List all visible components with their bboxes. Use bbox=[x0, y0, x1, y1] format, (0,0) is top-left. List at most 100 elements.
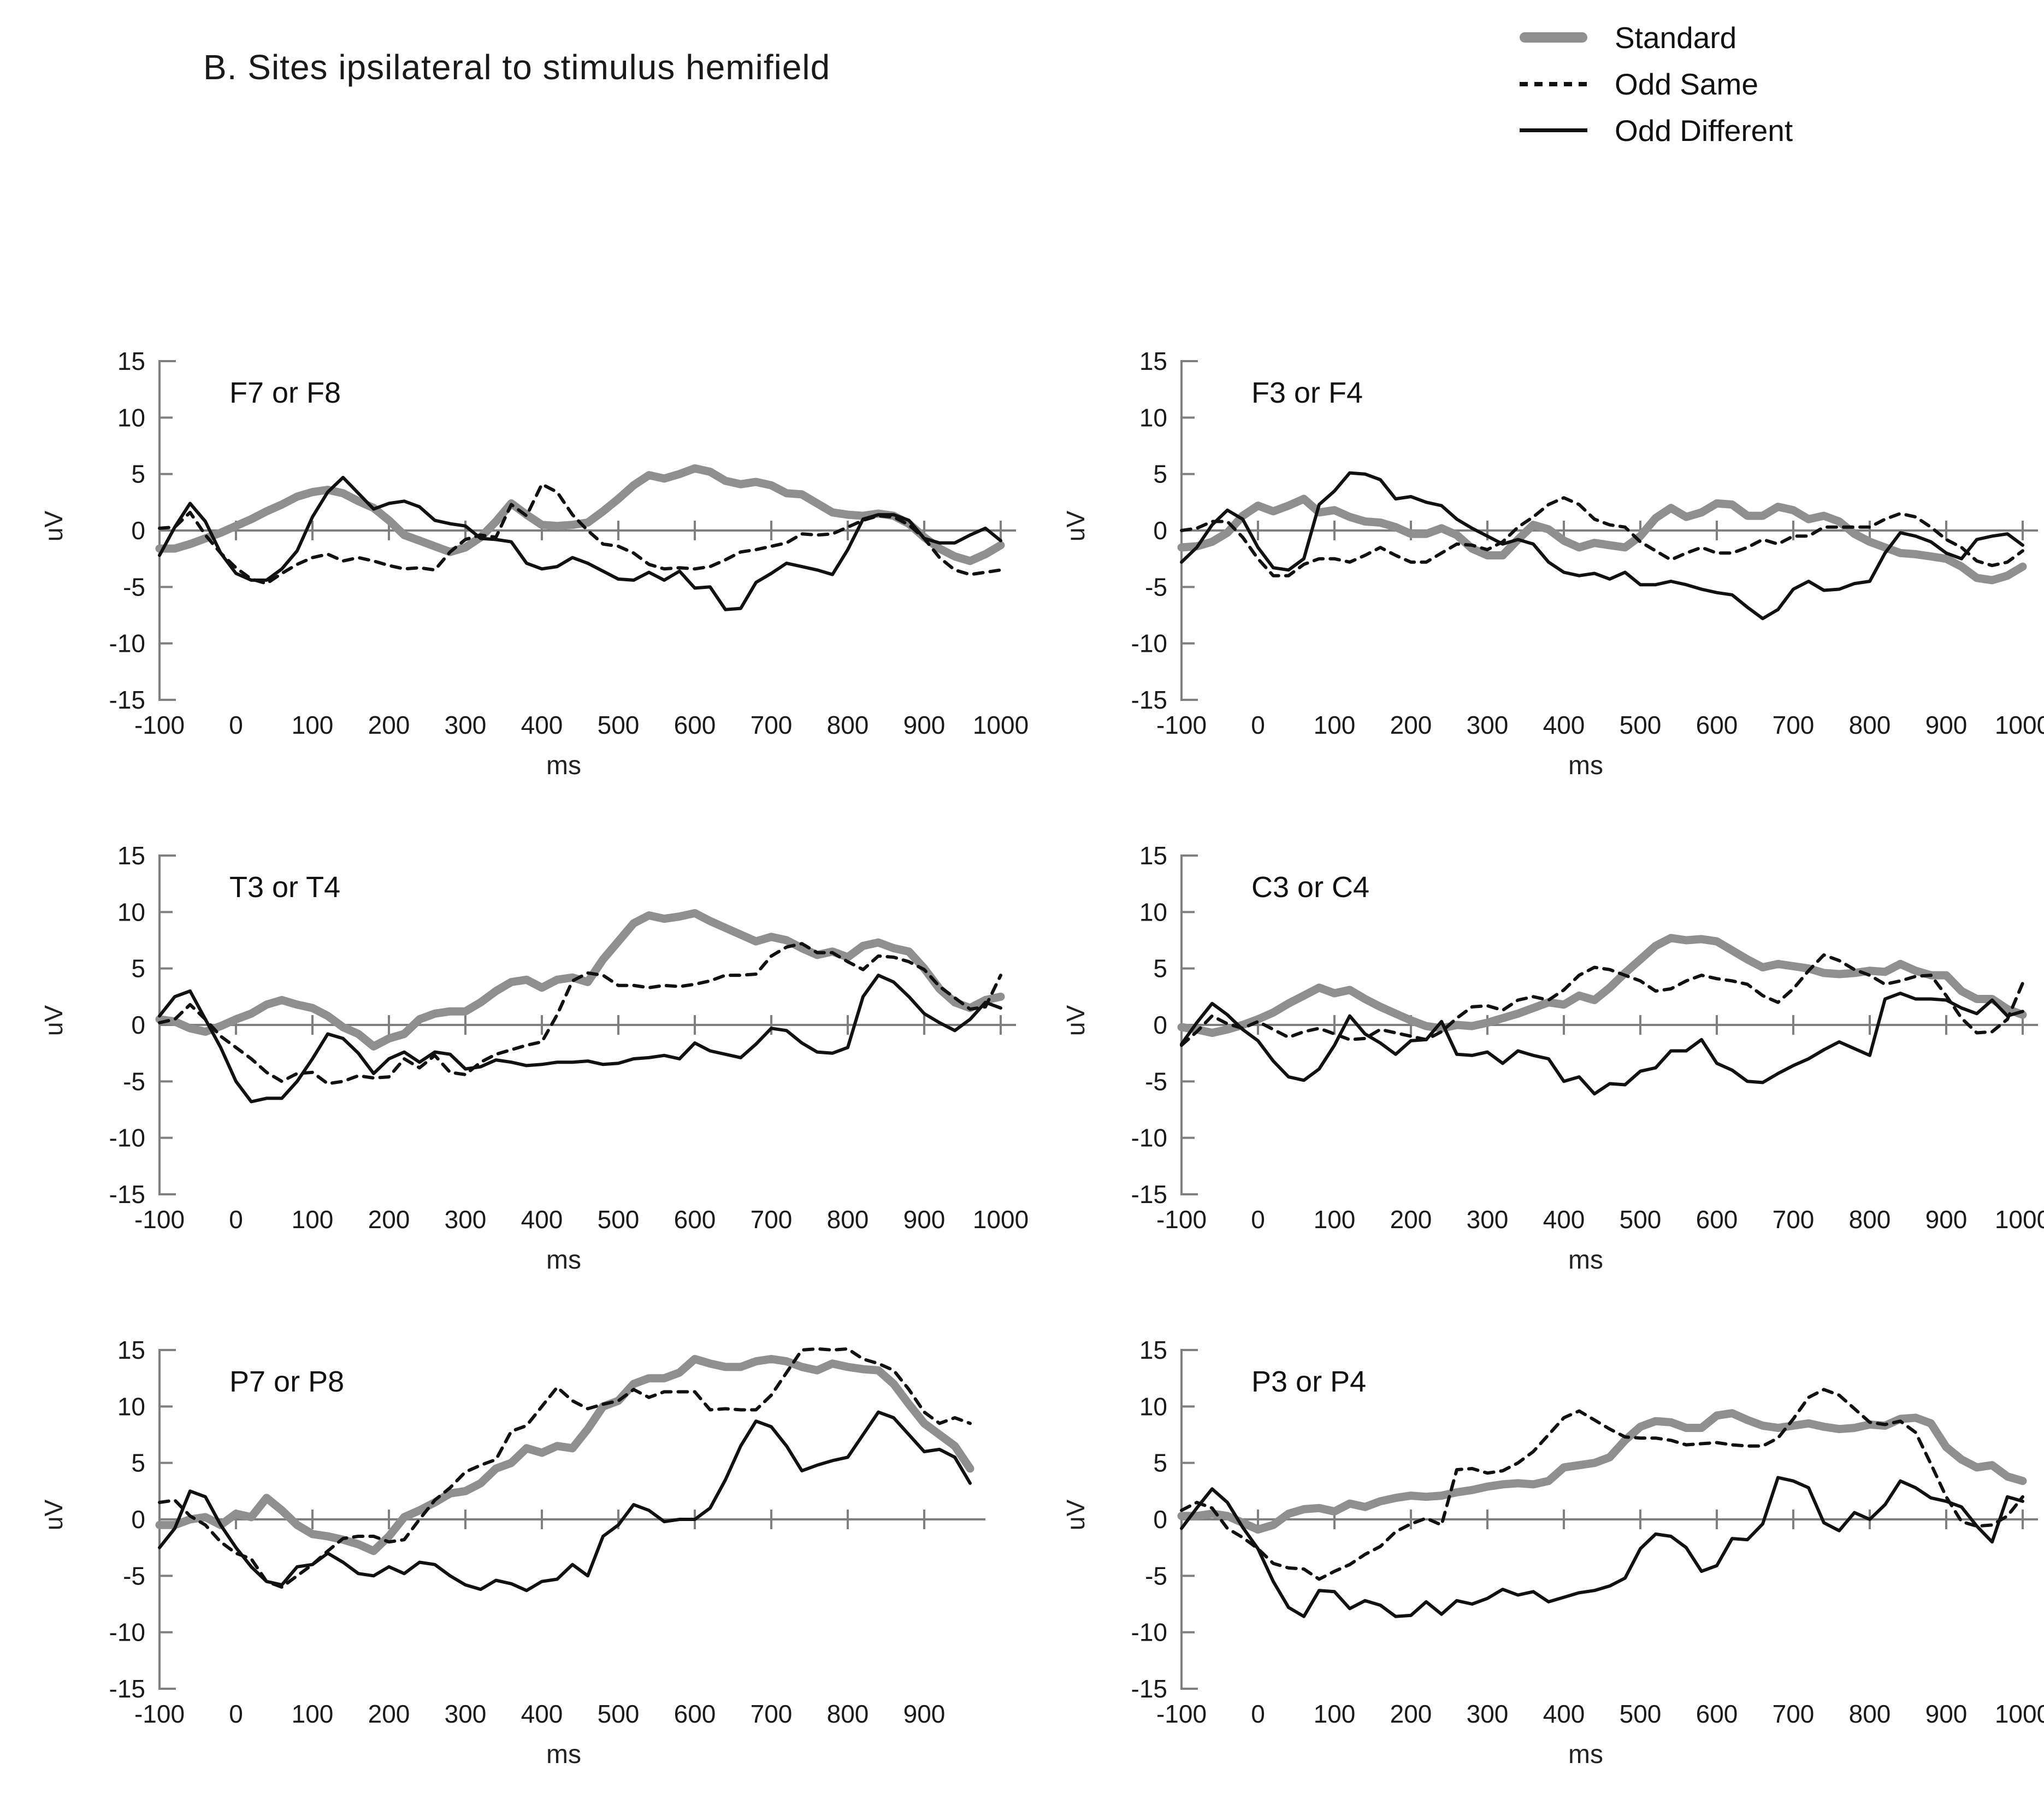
svg-text:10: 10 bbox=[1139, 403, 1167, 432]
svg-text:0: 0 bbox=[131, 1011, 145, 1039]
panel-label: P7 or P8 bbox=[229, 1365, 345, 1398]
erp-plot-f3-f4: 15 10 5 0 -5 -10 -15-100 0 100 200 300 400 500 600 700… bbox=[1131, 347, 2044, 739]
svg-text:-10: -10 bbox=[1131, 629, 1167, 658]
svg-text:800: 800 bbox=[1849, 1700, 1891, 1728]
svg-text:-15: -15 bbox=[109, 1180, 145, 1209]
svg-text:100: 100 bbox=[292, 1205, 334, 1234]
erp-chart-f3-f4: 15 10 5 0 -5 -10 -15 -100 0 100 200 300 400 500 600 700… bbox=[1044, 315, 2044, 809]
svg-text:300: 300 bbox=[1467, 711, 1509, 739]
erp-chart-p7-p8: 15 10 5 0 -5 -10 -15 -100 0 100 200 300 400 500 600 700… bbox=[22, 1304, 1044, 1798]
svg-text:200: 200 bbox=[368, 1700, 410, 1728]
svg-text:1000: 1000 bbox=[1995, 1700, 2044, 1728]
svg-text:200: 200 bbox=[1390, 1700, 1432, 1728]
svg-text:500: 500 bbox=[1620, 1700, 1662, 1728]
svg-text:0: 0 bbox=[229, 1700, 243, 1728]
svg-text:400: 400 bbox=[1543, 1205, 1585, 1234]
svg-text:600: 600 bbox=[674, 711, 716, 739]
svg-text:100: 100 bbox=[1314, 1205, 1356, 1234]
svg-text:10: 10 bbox=[1139, 1392, 1167, 1420]
svg-text:400: 400 bbox=[521, 1700, 563, 1728]
svg-text:-100: -100 bbox=[134, 711, 185, 739]
svg-text:900: 900 bbox=[903, 1205, 946, 1234]
svg-text:-100: -100 bbox=[1156, 1205, 1207, 1234]
erp-chart-t3-t4: 15 10 5 0 -5 -10 -15 -100 0 100 200 300 400 500 600 700… bbox=[22, 809, 1044, 1304]
y-axis-label: uV bbox=[1061, 1005, 1090, 1036]
svg-text:1000: 1000 bbox=[1995, 1205, 2044, 1234]
standard-line-swatch bbox=[1520, 32, 1587, 43]
svg-text:5: 5 bbox=[1153, 460, 1167, 488]
x-axis-label: ms bbox=[1568, 751, 1603, 780]
svg-text:800: 800 bbox=[827, 711, 869, 739]
svg-text:700: 700 bbox=[1773, 711, 1815, 739]
erp-plot-f7-f8: 15 10 5 0 -5 -10 -15-100 0 100 200 300 400 500 600 700… bbox=[109, 347, 1029, 739]
svg-text:15: 15 bbox=[117, 1336, 145, 1364]
legend-item-odd-same: Odd Same bbox=[1520, 61, 1793, 107]
svg-text:-100: -100 bbox=[134, 1700, 185, 1728]
svg-text:900: 900 bbox=[1925, 711, 1968, 739]
svg-text:300: 300 bbox=[1467, 1700, 1509, 1728]
svg-text:100: 100 bbox=[292, 711, 334, 739]
panel-label: T3 or T4 bbox=[229, 871, 341, 904]
y-axis-label: uV bbox=[39, 1005, 68, 1036]
panel-label: F3 or F4 bbox=[1251, 376, 1363, 409]
svg-text:800: 800 bbox=[1849, 1205, 1891, 1234]
svg-text:700: 700 bbox=[751, 711, 793, 739]
svg-text:10: 10 bbox=[117, 403, 145, 432]
svg-text:700: 700 bbox=[1773, 1205, 1815, 1234]
svg-text:-5: -5 bbox=[1145, 1561, 1167, 1590]
svg-text:0: 0 bbox=[1251, 1700, 1265, 1728]
svg-text:900: 900 bbox=[1925, 1700, 1968, 1728]
panel-label: C3 or C4 bbox=[1251, 871, 1370, 904]
svg-text:10: 10 bbox=[117, 1392, 145, 1420]
x-axis-label: ms bbox=[546, 1740, 581, 1769]
svg-text:600: 600 bbox=[674, 1205, 716, 1234]
svg-text:15: 15 bbox=[1139, 841, 1167, 870]
svg-text:600: 600 bbox=[1696, 711, 1738, 739]
erp-plot-p3-p4: 15 10 5 0 -5 -10 -15-100 0 100 200 300 400 500 600 700… bbox=[1131, 1336, 2044, 1728]
svg-text:500: 500 bbox=[1620, 1205, 1662, 1234]
svg-text:0: 0 bbox=[1153, 1011, 1167, 1039]
svg-text:900: 900 bbox=[903, 711, 946, 739]
x-axis-label: ms bbox=[546, 751, 581, 780]
svg-text:-100: -100 bbox=[1156, 1700, 1207, 1728]
svg-text:400: 400 bbox=[521, 711, 563, 739]
legend-label: Standard bbox=[1615, 20, 1737, 55]
svg-text:5: 5 bbox=[131, 1449, 145, 1477]
chart-grid: 15 10 5 0 -5 -10 -15 -100 0 100 200 300 400 500 600 700… bbox=[0, 306, 2044, 1790]
solid-line-swatch bbox=[1520, 128, 1587, 132]
svg-text:-5: -5 bbox=[123, 573, 145, 601]
svg-text:-15: -15 bbox=[1131, 686, 1167, 714]
svg-text:-5: -5 bbox=[1145, 573, 1167, 601]
svg-text:15: 15 bbox=[1139, 1336, 1167, 1364]
svg-text:900: 900 bbox=[903, 1700, 946, 1728]
svg-text:-100: -100 bbox=[134, 1205, 185, 1234]
svg-text:400: 400 bbox=[1543, 1700, 1585, 1728]
svg-text:800: 800 bbox=[827, 1700, 869, 1728]
legend-label: Odd Different bbox=[1615, 113, 1793, 148]
x-axis-label: ms bbox=[546, 1246, 581, 1275]
y-axis-label: uV bbox=[39, 510, 68, 542]
svg-text:100: 100 bbox=[1314, 711, 1356, 739]
svg-text:-10: -10 bbox=[109, 1124, 145, 1152]
svg-text:700: 700 bbox=[751, 1205, 793, 1234]
svg-text:15: 15 bbox=[117, 347, 145, 375]
svg-text:0: 0 bbox=[1251, 1205, 1265, 1234]
erp-plot-c3-c4: 15 10 5 0 -5 -10 -15-100 0 100 200 300 400 500 600 700… bbox=[1131, 841, 2044, 1234]
panel-label: P3 or P4 bbox=[1251, 1365, 1367, 1398]
svg-text:-10: -10 bbox=[109, 629, 145, 658]
svg-text:200: 200 bbox=[368, 711, 410, 739]
svg-text:300: 300 bbox=[445, 711, 487, 739]
svg-text:-10: -10 bbox=[1131, 1618, 1167, 1647]
legend-label: Odd Same bbox=[1615, 67, 1758, 101]
svg-text:200: 200 bbox=[1390, 711, 1432, 739]
svg-text:15: 15 bbox=[1139, 347, 1167, 375]
svg-text:1000: 1000 bbox=[1995, 711, 2044, 739]
erp-plot-p7-p8: 15 10 5 0 -5 -10 -15-100 0 100 200 300 400 500 600 700… bbox=[109, 1336, 985, 1728]
svg-text:600: 600 bbox=[674, 1700, 716, 1728]
svg-text:700: 700 bbox=[1773, 1700, 1815, 1728]
svg-text:900: 900 bbox=[1925, 1205, 1968, 1234]
figure-title: B. Sites ipsilateral to stimulus hemifie… bbox=[203, 48, 831, 87]
svg-text:-15: -15 bbox=[1131, 1675, 1167, 1703]
svg-text:400: 400 bbox=[521, 1205, 563, 1234]
x-axis-label: ms bbox=[1568, 1246, 1603, 1275]
